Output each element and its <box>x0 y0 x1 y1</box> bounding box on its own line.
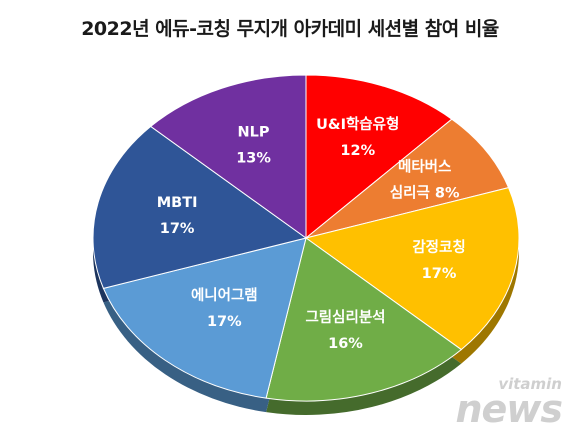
pie-slice <box>305 74 453 240</box>
pie-slices <box>92 74 520 402</box>
pie-slice-label: 12% <box>340 143 375 159</box>
chart-title: 2022년 에듀-코칭 무지개 아카데미 세션별 참여 비율 <box>81 18 499 40</box>
pie-slice-label: 에니어그램 <box>191 286 258 304</box>
pie-slice-label: MBTI <box>157 195 198 211</box>
pie-slice <box>92 125 308 289</box>
pie-slice <box>149 74 307 239</box>
pie-slice <box>305 118 510 239</box>
pie-slice-label: 17% <box>422 266 457 282</box>
pie-slice-label: NLP <box>238 124 270 140</box>
pie-slice-label: 감정코칭 <box>412 238 465 256</box>
watermark-bottom-text: news <box>455 387 563 431</box>
pie-slice-label: 13% <box>236 150 271 166</box>
pie-slice-label: 메타버스 <box>398 158 451 175</box>
pie-slice-label: U&I학습유형 <box>316 116 399 133</box>
pie-slice <box>102 237 307 399</box>
pie-slice <box>304 187 520 351</box>
pie-slice-label: 17% <box>207 314 242 330</box>
watermark-logo: vitamin news <box>455 375 563 431</box>
pie-slice <box>265 237 463 402</box>
pie-slice-label: 그림심리분석 <box>305 308 385 326</box>
watermark-top-text: vitamin <box>498 375 562 393</box>
pie-slice-label: 심리극 8% <box>390 184 460 201</box>
pie-slice-label: 16% <box>328 336 363 352</box>
pie-slice-label: 17% <box>160 221 195 237</box>
